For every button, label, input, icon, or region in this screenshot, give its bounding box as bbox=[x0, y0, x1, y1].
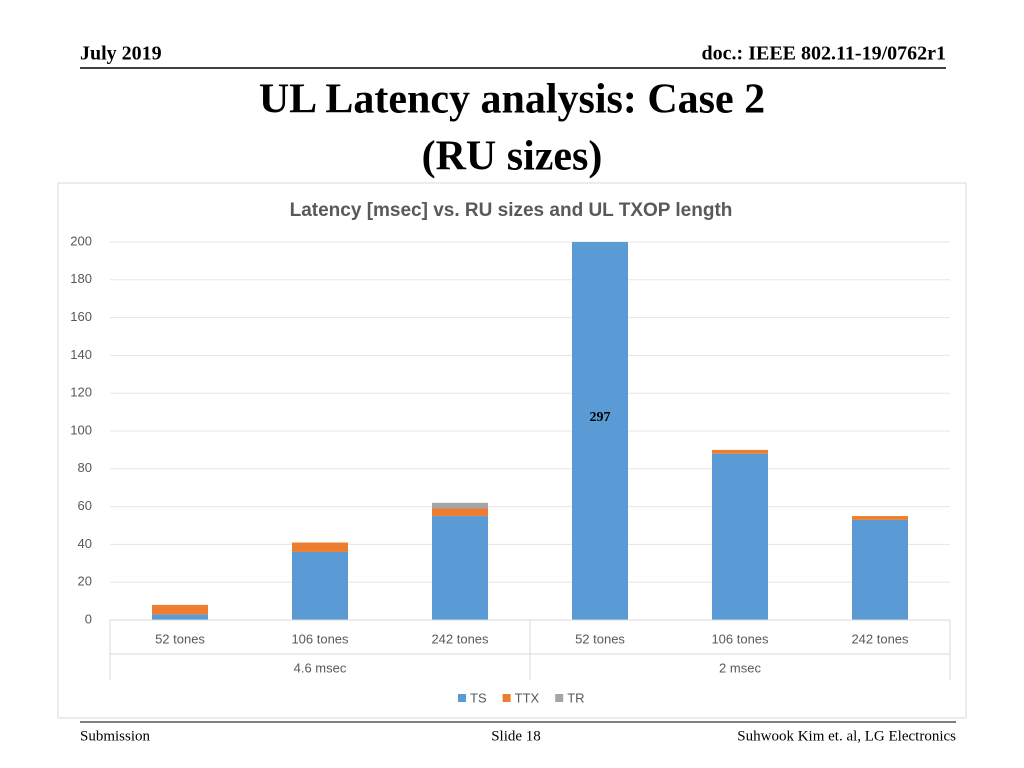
x-tick-label: 52 tones bbox=[575, 631, 625, 646]
legend-swatch bbox=[502, 694, 511, 702]
bar-segment bbox=[292, 551, 348, 620]
y-tick-label: 40 bbox=[78, 536, 92, 551]
legend-label: TR bbox=[567, 690, 584, 705]
bar-segment bbox=[432, 516, 488, 620]
y-tick-label: 140 bbox=[70, 347, 92, 362]
bar-segment bbox=[292, 542, 348, 552]
y-tick-label: 20 bbox=[78, 574, 92, 589]
legend-label: TTX bbox=[515, 690, 540, 705]
bar-segment bbox=[852, 519, 908, 620]
bar-segment bbox=[152, 614, 208, 620]
bar-segment bbox=[432, 502, 488, 509]
y-tick-label: 120 bbox=[70, 385, 92, 400]
footer-center: Slide 18 bbox=[491, 728, 541, 744]
bars bbox=[152, 242, 908, 620]
bar-segment bbox=[152, 604, 208, 615]
y-tick-label: 100 bbox=[70, 422, 92, 437]
footer-right: Suhwook Kim et. al, LG Electronics bbox=[737, 728, 956, 744]
x-tick-label: 242 tones bbox=[851, 631, 909, 646]
slide-title: UL Latency analysis: Case 2 bbox=[259, 77, 765, 123]
x-tick-label: 106 tones bbox=[291, 631, 349, 646]
y-tick-label: 160 bbox=[70, 309, 92, 324]
y-tick-label: 80 bbox=[78, 460, 92, 475]
bar-segment bbox=[572, 242, 628, 620]
x-tick-label: 106 tones bbox=[711, 631, 769, 646]
y-tick-label: 60 bbox=[78, 498, 92, 513]
legend-label: TS bbox=[470, 690, 487, 705]
header-doc: doc.: IEEE 802.11-19/0762r1 bbox=[702, 43, 946, 65]
group-label: 2 msec bbox=[719, 660, 761, 675]
x-tick-label: 242 tones bbox=[431, 631, 489, 646]
bar-segment bbox=[712, 449, 768, 454]
bar-segment bbox=[712, 453, 768, 620]
legend-swatch bbox=[458, 694, 466, 702]
slide-title: (RU sizes) bbox=[422, 134, 603, 180]
chart-title: Latency [msec] vs. RU sizes and UL TXOP … bbox=[290, 200, 733, 221]
y-tick-label: 180 bbox=[70, 271, 92, 286]
chart-frame bbox=[57, 182, 967, 719]
group-label: 4.6 msec bbox=[294, 660, 347, 675]
x-tick-label: 52 tones bbox=[155, 631, 205, 646]
data-label: 297 bbox=[590, 410, 611, 425]
bar-segment bbox=[432, 508, 488, 517]
legend-swatch bbox=[555, 694, 564, 702]
bar-segment bbox=[852, 516, 908, 520]
plot: 0 20 40 60 80 100 120 140 160 180 200 52 tones 106 t… bbox=[70, 233, 951, 705]
footer-left: Submission bbox=[80, 728, 151, 744]
header-date: July 2019 bbox=[80, 43, 162, 65]
y-tick-label: 200 bbox=[70, 233, 92, 248]
y-tick-label: 0 bbox=[85, 611, 92, 626]
